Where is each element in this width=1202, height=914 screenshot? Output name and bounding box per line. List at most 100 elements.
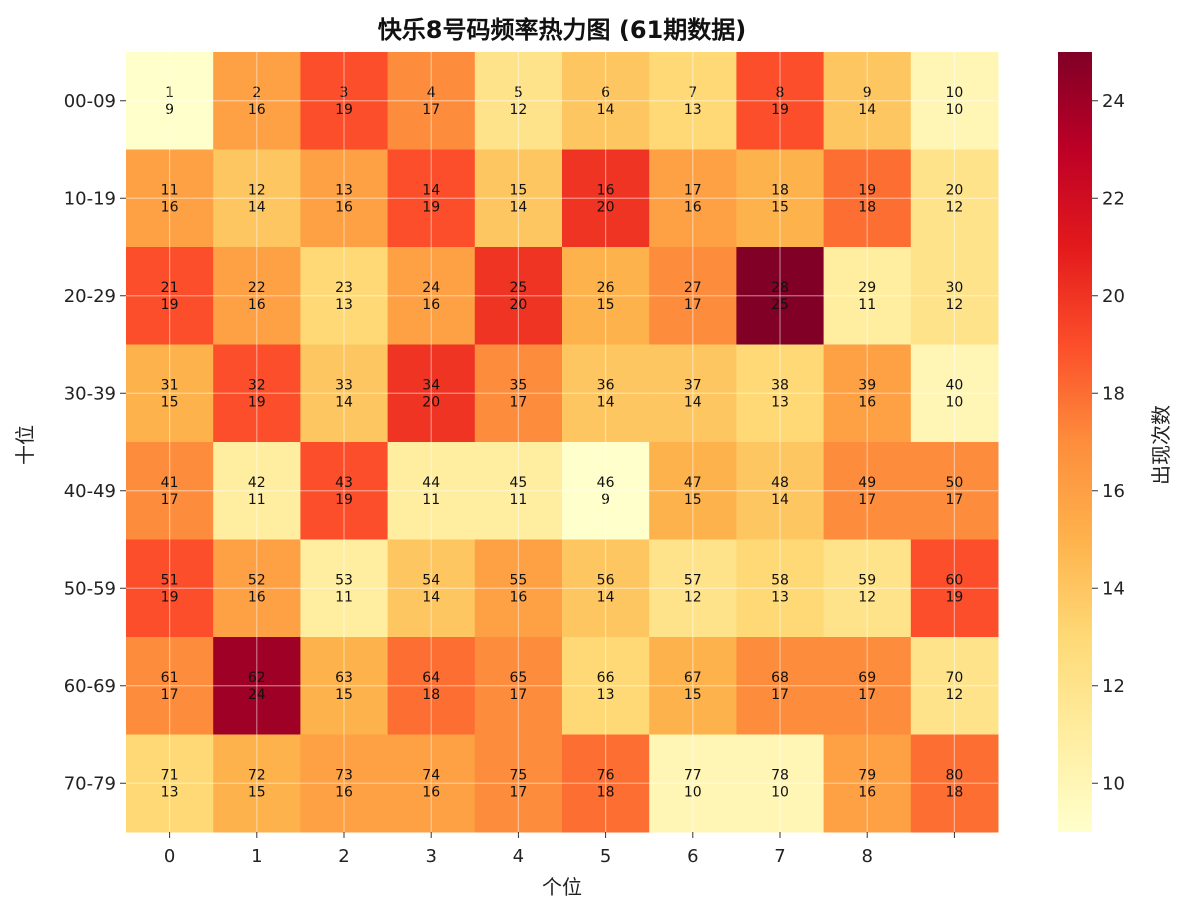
cell-number-label: 57 <box>684 572 702 588</box>
cell-count-label: 20 <box>422 394 440 410</box>
heatmap-cell <box>213 637 301 735</box>
y-tick-label: 10-19 <box>64 188 116 209</box>
cell-count-label: 12 <box>858 589 876 605</box>
cell-number-label: 69 <box>858 670 876 686</box>
x-axis-label: 个位 <box>542 875 582 899</box>
heatmap-cell <box>562 52 650 150</box>
cell-number-label: 61 <box>161 670 179 686</box>
colorbar-tick-label: 10 <box>1102 773 1125 794</box>
cell-number-label: 45 <box>509 475 527 491</box>
cell-number-label: 71 <box>161 767 179 783</box>
cell-count-label: 16 <box>248 102 266 118</box>
heatmap-cell <box>387 52 476 150</box>
cell-number-label: 7 <box>688 85 697 101</box>
cell-number-label: 19 <box>858 182 876 198</box>
cell-number-label: 75 <box>509 767 527 783</box>
cell-count-label: 10 <box>945 102 963 118</box>
cell-number-label: 72 <box>248 767 266 783</box>
cell-number-label: 63 <box>335 670 353 686</box>
x-tick-label: 5 <box>600 846 611 867</box>
heatmap-cell <box>126 344 214 443</box>
cell-number-label: 53 <box>335 572 353 588</box>
heatmap-cell <box>474 52 563 150</box>
cell-count-label: 16 <box>422 297 440 313</box>
cell-count-label: 16 <box>335 199 353 215</box>
cell-count-label: 10 <box>684 784 702 800</box>
cell-count-label: 14 <box>771 492 789 508</box>
heatmap-cell <box>823 734 912 833</box>
cell-count-label: 12 <box>509 102 527 118</box>
cell-count-label: 15 <box>684 687 702 703</box>
cell-number-label: 42 <box>248 475 266 491</box>
cell-number-label: 26 <box>597 280 615 296</box>
cell-number-label: 16 <box>597 182 615 198</box>
colorbar-tick-label: 20 <box>1102 286 1125 307</box>
heatmap-cell <box>823 52 912 150</box>
x-tick-label: 6 <box>687 846 698 867</box>
heatmap-cell <box>387 442 476 540</box>
heatmap-cell <box>213 149 301 248</box>
cell-number-label: 38 <box>771 377 789 393</box>
cell-number-label: 2 <box>252 85 261 101</box>
cell-count-label: 15 <box>161 394 179 410</box>
cell-count-label: 9 <box>165 102 174 118</box>
colorbar <box>1058 52 1092 832</box>
heatmap-cell <box>387 149 476 248</box>
cell-count-label: 15 <box>771 199 789 215</box>
cell-count-label: 17 <box>509 784 527 800</box>
heatmap-cell <box>126 637 214 735</box>
cell-number-label: 47 <box>684 475 702 491</box>
heatmap-cell <box>213 539 301 638</box>
heatmap-cell <box>126 149 214 248</box>
heatmap-cell <box>910 442 999 540</box>
cell-count-label: 18 <box>597 784 615 800</box>
cell-number-label: 56 <box>597 572 615 588</box>
heatmap-cell <box>300 149 389 248</box>
x-axis-ticks: 0 1 2 3 4 5 6 7 8 <box>164 832 955 867</box>
cell-number-label: 34 <box>422 377 440 393</box>
cell-count-label: 17 <box>161 492 179 508</box>
cell-number-label: 77 <box>684 767 702 783</box>
cell-count-label: 16 <box>858 394 876 410</box>
cell-number-label: 50 <box>945 475 963 491</box>
heatmap-cell <box>736 344 825 443</box>
cell-number-label: 74 <box>422 767 440 783</box>
y-axis-ticks: 00-09 10-19 20-29 30-39 40-49 50-59 60-69 70-79 <box>64 91 126 794</box>
cell-count-label: 13 <box>597 687 615 703</box>
heatmap-cell <box>649 637 737 735</box>
cell-count-label: 19 <box>335 492 353 508</box>
cell-count-label: 14 <box>509 199 527 215</box>
heatmap-cell <box>910 344 999 443</box>
cell-count-label: 14 <box>597 589 615 605</box>
colorbar-tick-label: 16 <box>1102 481 1125 502</box>
heatmap-cell <box>474 539 563 638</box>
heatmap-cell <box>736 149 825 248</box>
cell-count-label: 15 <box>335 687 353 703</box>
heatmap-cell <box>910 734 999 833</box>
cell-count-label: 16 <box>422 784 440 800</box>
cell-count-label: 13 <box>161 784 179 800</box>
cell-count-label: 17 <box>684 297 702 313</box>
heatmap-cell <box>474 149 563 248</box>
heatmap-cell <box>823 149 912 248</box>
heatmap-cell <box>562 247 650 345</box>
cell-number-label: 66 <box>597 670 615 686</box>
heatmap-cell <box>300 539 389 638</box>
cell-number-label: 73 <box>335 767 353 783</box>
cell-number-label: 65 <box>509 670 527 686</box>
cell-count-label: 9 <box>601 492 610 508</box>
heatmap-cell <box>562 637 650 735</box>
heatmap-cell <box>649 539 737 638</box>
cell-count-label: 16 <box>335 784 353 800</box>
cell-number-label: 30 <box>945 280 963 296</box>
heatmap-cell <box>213 52 301 150</box>
cell-number-label: 15 <box>509 182 527 198</box>
cell-number-label: 6 <box>601 85 610 101</box>
heatmap-cell <box>474 442 563 540</box>
heatmap-cell <box>562 734 650 833</box>
cell-count-label: 14 <box>422 589 440 605</box>
heatmap-cell <box>649 442 737 540</box>
cell-number-label: 20 <box>945 182 963 198</box>
colorbar-tick-label: 22 <box>1102 188 1125 209</box>
cell-number-label: 68 <box>771 670 789 686</box>
